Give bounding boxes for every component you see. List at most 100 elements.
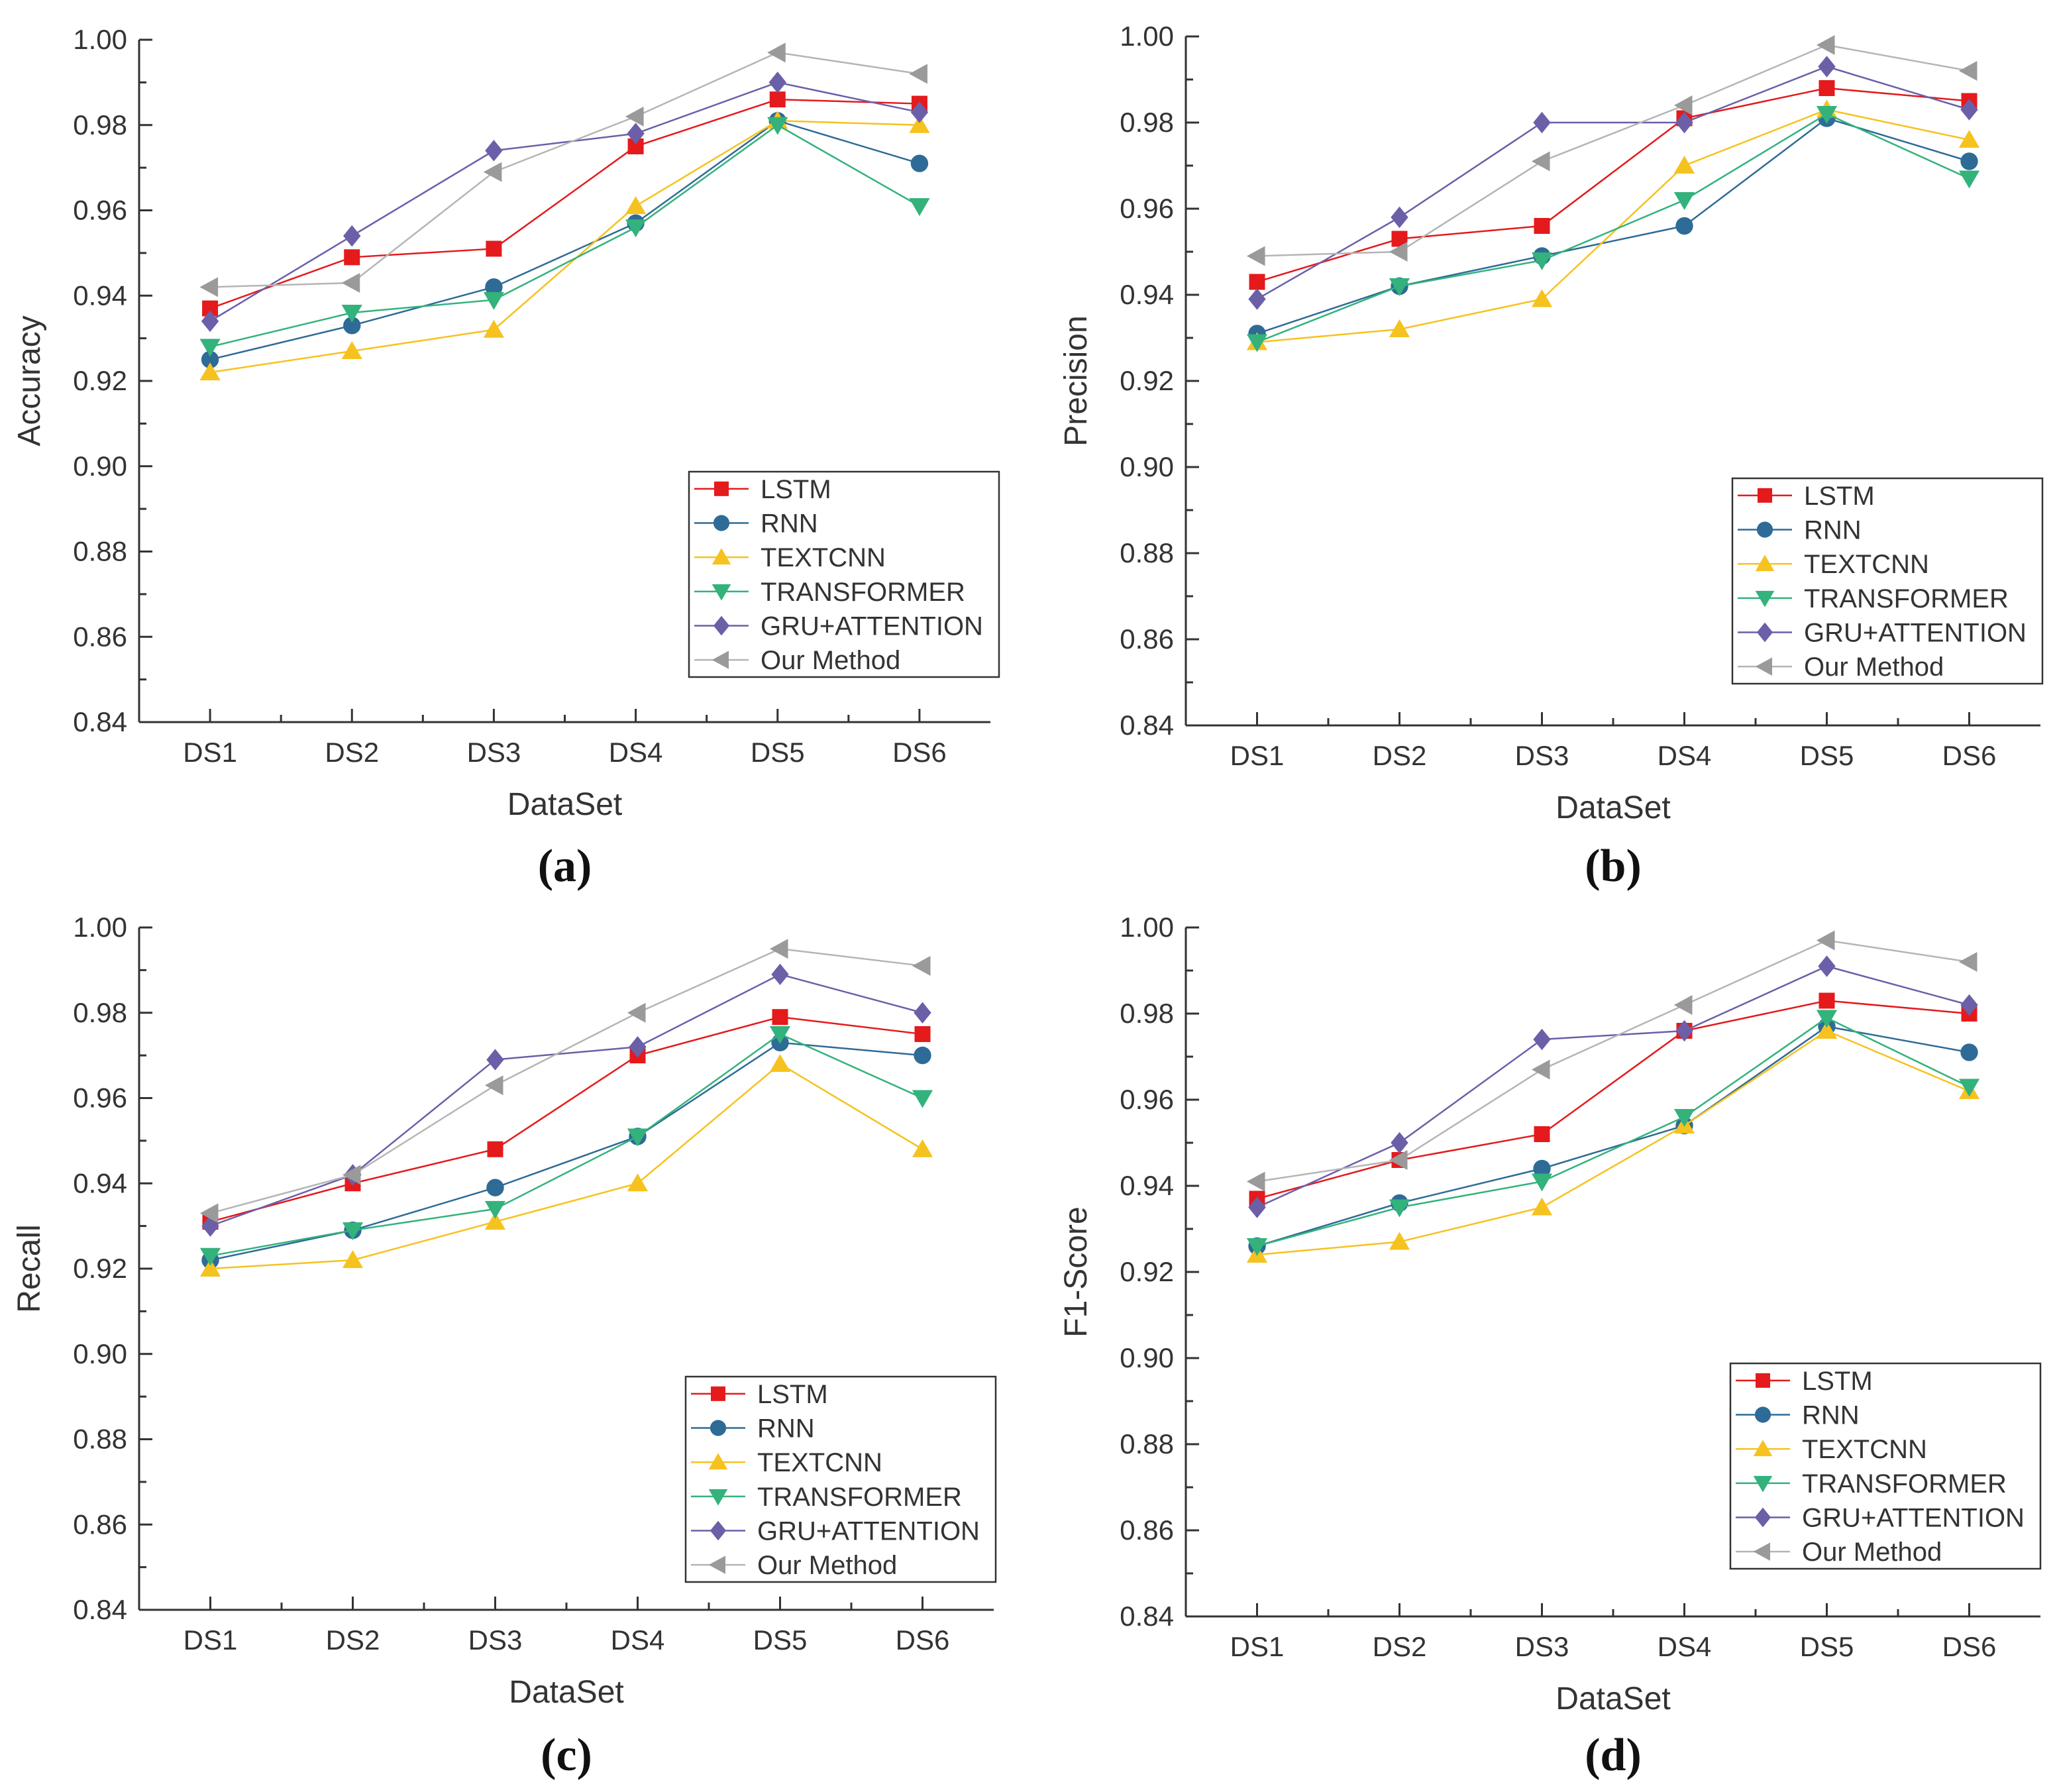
y-tick-label: 0.92 [73,1253,127,1284]
data-point-gru-attention [629,1036,647,1058]
legend-label: Our Method [761,646,900,675]
legend-label: RNN [1804,516,1862,545]
series-line-our-method [1257,939,1970,1183]
legend-label: RNN [761,509,818,539]
legend: LSTM RNN TEXTCNN TRANSFORMER GRU+ATTENTION Ou… [1731,477,2044,685]
y-tick-label: 0.96 [73,1082,127,1114]
y-tick-label: 1.00 [1120,912,1174,943]
y-tick-label: 0.94 [73,280,127,311]
data-point-lstm [1534,218,1550,234]
legend-marker-gru-attention [1754,1507,1771,1528]
data-point-transformer [767,117,788,135]
data-point-textcnn [769,1054,791,1072]
panel-label: (a) [538,841,592,892]
x-tick-label: DS2 [326,1624,380,1656]
data-point-lstm [769,91,786,108]
series-line-transformer [210,1033,923,1257]
data-point-textcnn [627,1173,649,1192]
data-point-gru-attention [914,1002,931,1024]
legend-label: LSTM [1804,482,1875,511]
legend: LSTM RNN TEXTCNN TRANSFORMER GRU+ATTENTION Ou… [688,470,1000,678]
data-point-textcnn [1389,1232,1410,1250]
legend-marker-transformer [712,584,731,601]
x-tick-label: DS6 [1942,740,1997,771]
data-point-transformer [627,1128,649,1147]
data-point-gru-attention [1248,288,1266,310]
data-point-our-method [1673,995,1693,1015]
data-point-transformer [483,291,505,310]
y-tick-label: 0.90 [1120,451,1174,482]
y-tick-label: 0.90 [73,1338,127,1369]
y-tick-label: 0.96 [73,195,127,226]
data-point-lstm [1819,80,1835,96]
x-axis-title: DataSet [1556,790,1670,825]
data-point-textcnn [1816,1021,1838,1039]
y-axis-title: F1-Score [1059,1206,1094,1337]
legend-label: TRANSFORMER [761,578,965,607]
y-tick-label: 0.92 [73,365,127,396]
data-point-transformer [484,1200,506,1219]
data-point-rnn [486,1179,504,1196]
legend-marker-our-method [708,1555,725,1574]
data-point-gru-attention [486,1049,504,1071]
data-point-lstm [487,1141,503,1157]
legend-marker-gru-attention [1756,622,1773,643]
legend-marker-rnn [713,515,730,531]
data-point-textcnn [484,1212,506,1230]
data-point-our-method [1816,35,1835,55]
data-point-transformer [341,305,362,323]
y-tick-label: 0.96 [1120,193,1174,224]
data-point-textcnn [909,115,930,133]
data-point-lstm [914,1026,931,1042]
y-tick-label: 0.88 [1120,1428,1174,1459]
data-point-transformer [1816,1010,1838,1028]
data-point-transformer [1389,1199,1410,1218]
data-point-transformer [1531,1173,1553,1192]
data-point-our-method [199,277,219,297]
y-tick-label: 0.94 [73,1167,127,1198]
data-point-gru-attention [1960,994,1978,1016]
x-tick-label: DS1 [184,1624,238,1656]
legend-marker-our-method [712,651,729,669]
data-point-textcnn [1673,156,1695,174]
data-point-our-method [1531,151,1550,172]
legend: LSTM RNN TEXTCNN TRANSFORMER GRU+ATTENTION Ou… [1729,1362,2042,1570]
data-point-transformer [342,1222,364,1241]
legend-marker-our-method [1755,657,1772,676]
data-point-lstm [344,249,360,266]
series-line-gru-attention [1256,66,1970,300]
y-tick-label: 0.86 [73,621,127,652]
series-line-lstm [210,1016,923,1223]
legend-label: Our Method [1804,653,1944,682]
data-point-gru-attention [1818,955,1836,977]
data-point-rnn [343,317,361,335]
y-tick-label: 0.98 [1120,107,1174,138]
legend-box [688,470,1000,678]
data-point-transformer [1816,106,1838,124]
y-tick-label: 1.00 [73,912,127,943]
legend: LSTM RNN TEXTCNN TRANSFORMER GRU+ATTENTION Ou… [684,1375,997,1583]
data-point-our-method [1246,1171,1265,1192]
data-point-gru-attention [1675,1020,1693,1042]
data-point-lstm [772,1009,788,1026]
y-axis-title: Precision [1059,315,1094,446]
legend-marker-rnn [710,1420,727,1436]
data-point-our-method [199,1203,219,1224]
data-point-our-method [625,106,644,127]
series-line-gru-attention [1256,965,1970,1208]
legend-label: TRANSFORMER [757,1483,962,1512]
legend-box [1729,1362,2042,1570]
data-point-transformer [1958,1079,1980,1097]
data-point-our-method [483,162,502,182]
data-point-our-method [1673,95,1693,115]
panel-label: (b) [1585,841,1642,892]
x-axis-title: DataSet [507,787,622,822]
data-point-our-method [1958,61,1978,81]
x-tick-label: DS6 [896,1624,950,1656]
series-line-lstm [209,98,920,309]
y-tick-label: 0.86 [1120,1514,1174,1546]
data-point-gru-attention [627,123,645,144]
y-tick-label: 0.86 [1120,623,1174,655]
legend-marker-gru-attention [713,615,730,636]
